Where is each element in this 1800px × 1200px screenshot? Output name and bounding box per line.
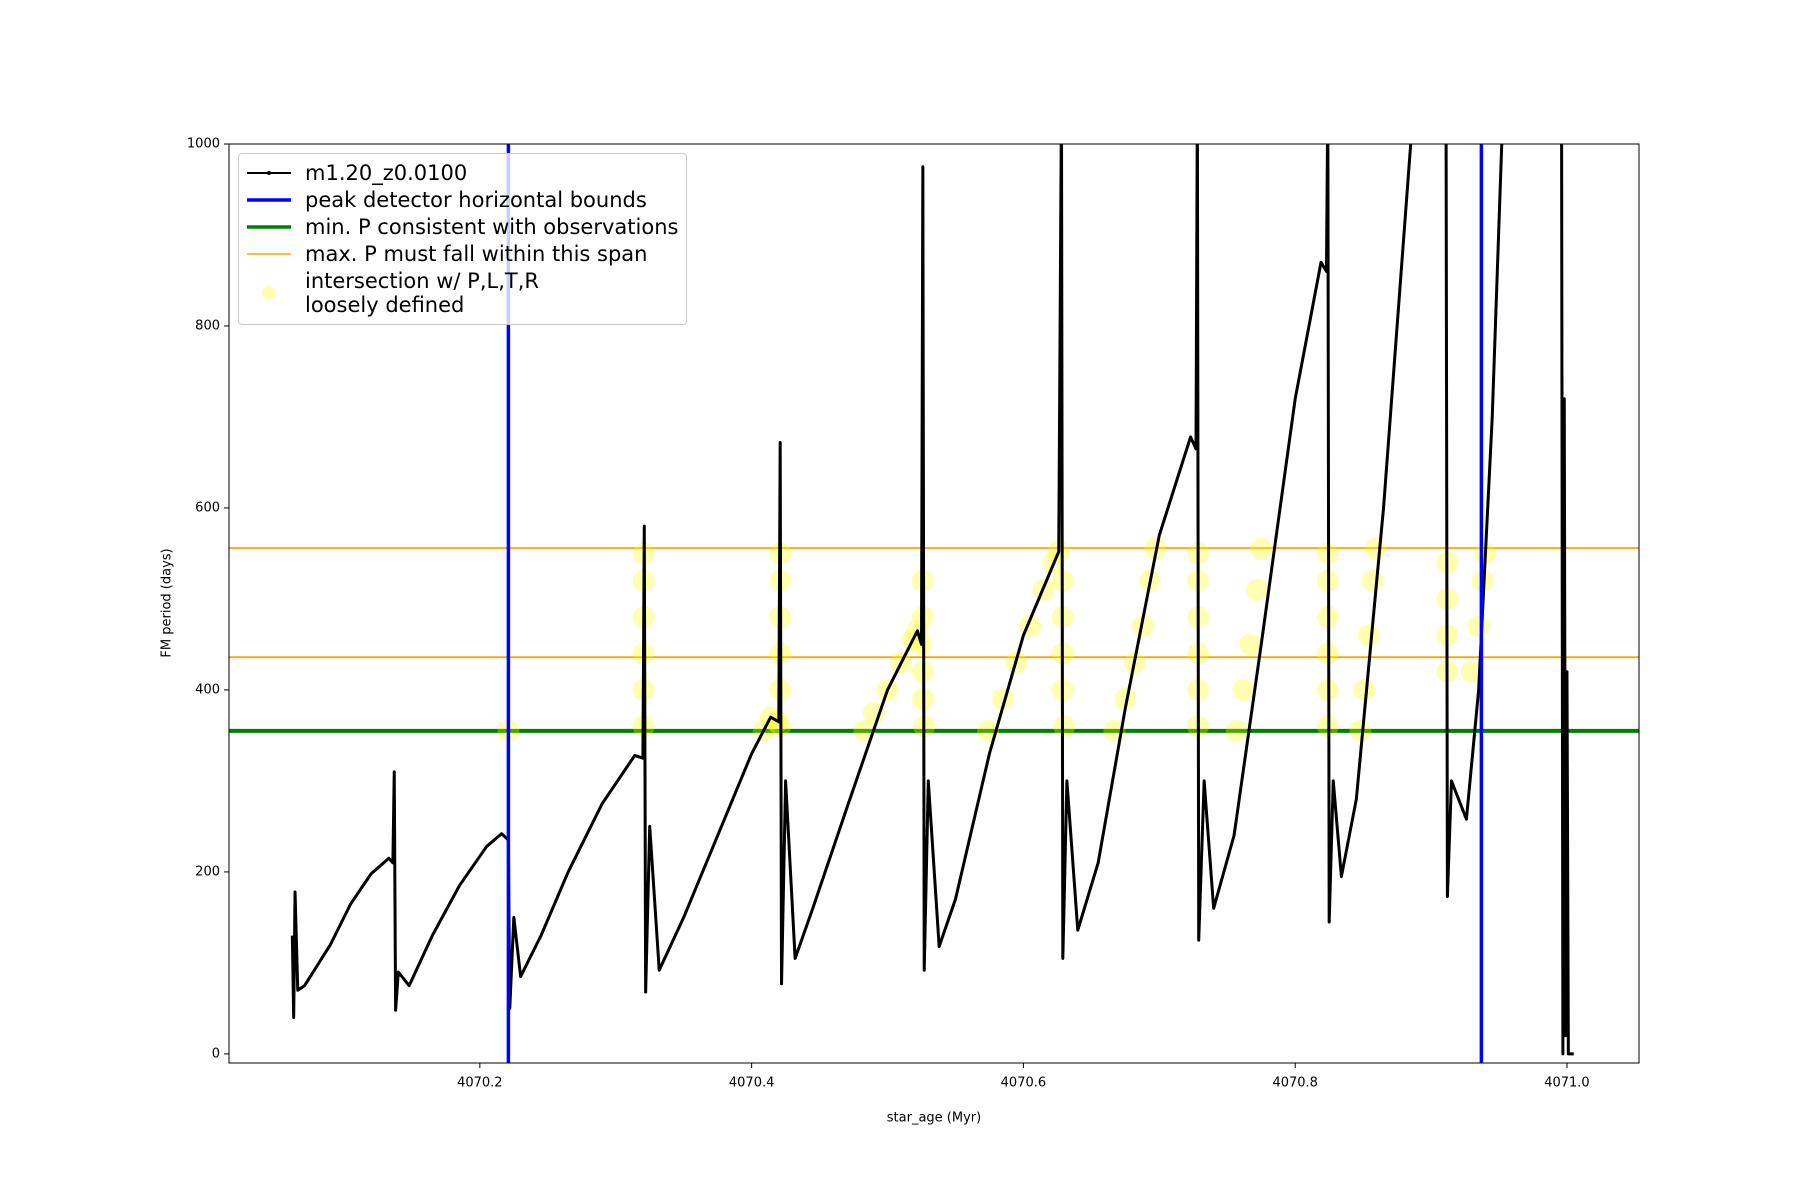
scatter-point — [862, 701, 885, 724]
scatter-point — [1225, 719, 1248, 742]
x-axis-label: star_age (Myr) — [887, 1111, 981, 1126]
legend-handle — [247, 171, 291, 175]
x-tick-label: 4070.6 — [1001, 1076, 1047, 1091]
legend-handle — [247, 225, 291, 229]
legend-marker — [262, 286, 276, 300]
y-tick-label: 1000 — [187, 137, 220, 152]
scatter-point — [992, 688, 1015, 711]
data-line — [290, 144, 1574, 1056]
y-tick-label: 0 — [212, 1046, 220, 1061]
scatter-point — [1460, 660, 1483, 683]
y-tick-label: 800 — [195, 318, 220, 333]
y-tick-label: 200 — [195, 864, 220, 879]
legend-label: min. P consistent with observations — [305, 215, 679, 239]
axes-frame — [228, 143, 1640, 1064]
y-tick-label: 600 — [195, 500, 220, 515]
x-tick-label: 4070.2 — [457, 1076, 503, 1091]
legend-label: m1.20_z0.0100 — [305, 161, 468, 185]
x-tick-label: 4071.0 — [1544, 1076, 1590, 1091]
x-tick-label: 4070.8 — [1272, 1076, 1318, 1091]
legend-entry: m1.20_z0.0100 — [247, 161, 678, 185]
legend-label: max. P must fall within this span — [305, 242, 648, 266]
scatter-point — [1053, 715, 1076, 738]
scatter-point — [1232, 678, 1255, 701]
scatter-point — [1357, 624, 1380, 647]
legend-label: peak detector horizontal bounds — [305, 188, 647, 212]
scatter-point — [1349, 719, 1372, 742]
x-tick-label: 4070.4 — [729, 1076, 775, 1091]
scatter-point — [1246, 578, 1269, 601]
legend-entry: max. P must fall within this span — [247, 242, 678, 266]
legend-entry: peak detector horizontal bounds — [247, 188, 678, 212]
y-axis-label: FM period (days) — [160, 548, 175, 657]
legend-handle — [247, 253, 291, 255]
scatter-point — [1364, 537, 1387, 560]
scatter-point — [1250, 537, 1273, 560]
legend-handle — [247, 198, 291, 202]
y-tick-label: 400 — [195, 682, 220, 697]
legend-entry: min. P consistent with observations — [247, 215, 678, 239]
legend-label: intersection w/ P,L,T,R loosely defined — [305, 269, 539, 317]
scatter-point — [1131, 615, 1154, 638]
scatter-point — [1353, 678, 1376, 701]
scatter-point — [1114, 688, 1137, 711]
scatter-point — [853, 719, 876, 742]
legend-handle — [262, 286, 276, 300]
legend-marker — [267, 171, 271, 175]
scatter-point — [1239, 633, 1262, 656]
plot-area — [229, 144, 1639, 1063]
legend-entry: intersection w/ P,L,T,R loosely defined — [247, 269, 678, 317]
scatter-point — [1467, 615, 1490, 638]
scatter-point — [1361, 569, 1384, 592]
